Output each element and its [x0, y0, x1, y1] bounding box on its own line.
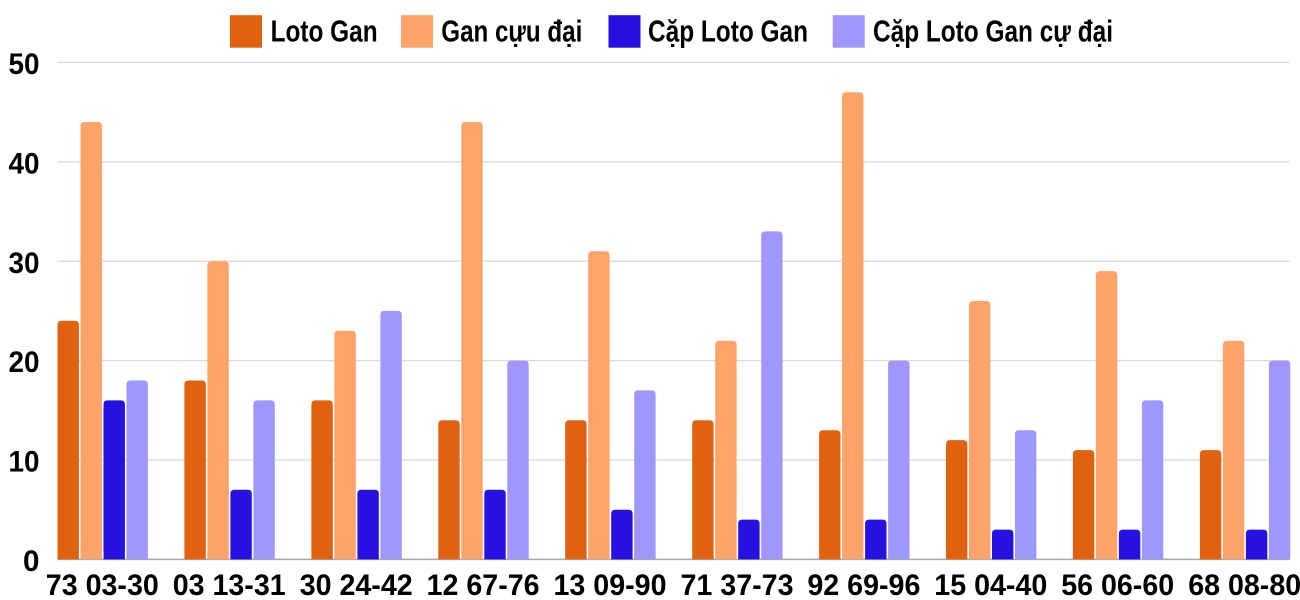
svg-text:15 04-40: 15 04-40	[934, 569, 1047, 600]
svg-text:40: 40	[9, 147, 40, 180]
svg-text:Gan cựu đại: Gan cựu đại	[441, 13, 582, 48]
svg-text:Cặp Loto Gan cự đại: Cặp Loto Gan cự đại	[873, 13, 1113, 48]
svg-text:13 09-90: 13 09-90	[554, 569, 667, 600]
svg-text:30: 30	[9, 247, 40, 280]
svg-text:20: 20	[9, 346, 40, 379]
svg-text:12 67-76: 12 67-76	[427, 569, 540, 600]
svg-text:30 24-42: 30 24-42	[300, 569, 413, 600]
svg-text:92 69-96: 92 69-96	[807, 569, 920, 600]
svg-text:50: 50	[9, 48, 40, 81]
svg-text:10: 10	[9, 446, 40, 479]
svg-text:0: 0	[23, 545, 39, 578]
svg-text:56 06-60: 56 06-60	[1061, 569, 1174, 600]
svg-text:Loto Gan: Loto Gan	[271, 13, 378, 48]
svg-text:Cặp Loto Gan: Cặp Loto Gan	[648, 13, 808, 48]
svg-text:03 13-31: 03 13-31	[173, 569, 286, 600]
svg-text:71 37-73: 71 37-73	[681, 569, 794, 600]
svg-text:73 03-30: 73 03-30	[46, 569, 159, 600]
svg-text:68 08-80: 68 08-80	[1188, 569, 1300, 600]
